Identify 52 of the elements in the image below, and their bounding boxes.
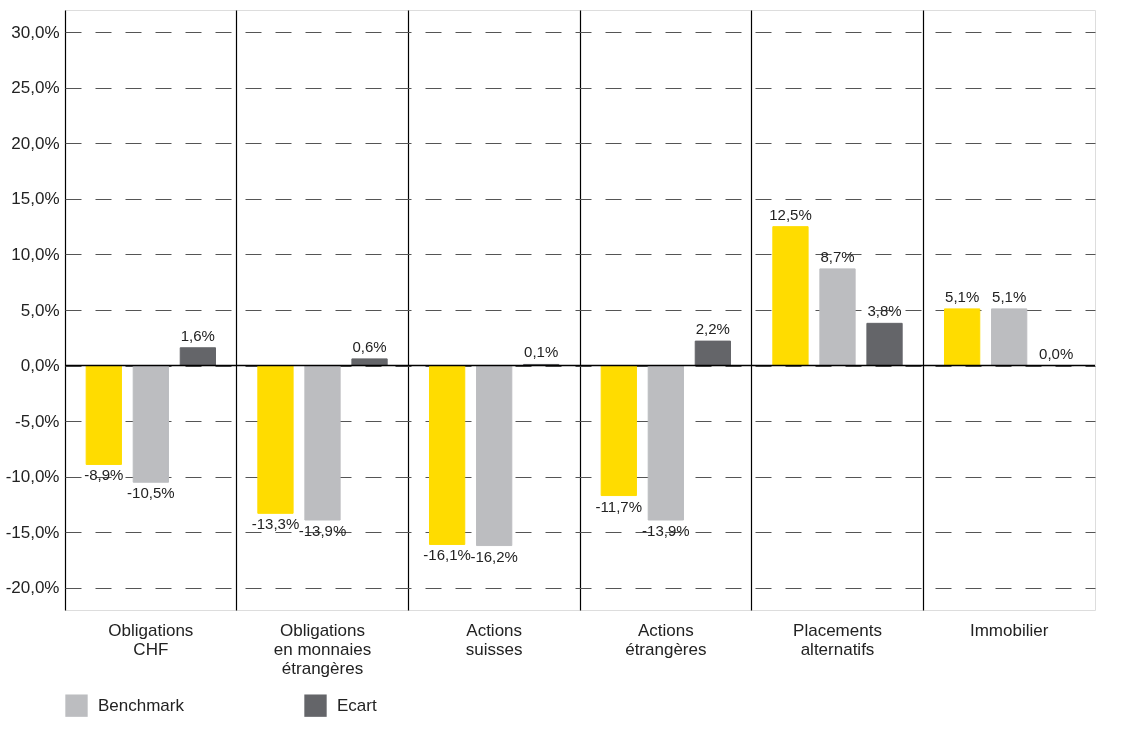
bar	[429, 365, 466, 545]
bar	[179, 347, 216, 367]
y-tick-label: 30,0%	[11, 22, 60, 42]
y-tick-label: -20,0%	[5, 578, 60, 598]
bar	[819, 268, 856, 367]
bar	[694, 340, 731, 367]
y-tick-label: 20,0%	[11, 133, 60, 153]
y-tick-label: 25,0%	[11, 78, 60, 98]
data-label: 0,1%	[524, 343, 559, 361]
y-tick-label: 15,0%	[11, 189, 60, 209]
x-tick-label: Obligations en monnaies étrangères	[273, 620, 372, 678]
y-tick-label: -15,0%	[5, 522, 60, 542]
data-label: 1,6%	[180, 326, 215, 344]
y-tick-label: 0,0%	[20, 356, 60, 376]
y-tick-label: 10,0%	[11, 244, 60, 264]
data-label: -16,1%	[423, 546, 471, 564]
data-label: -16,2%	[470, 547, 518, 565]
data-label: -13,9%	[642, 522, 690, 539]
bar	[257, 365, 294, 514]
bar	[304, 365, 341, 521]
bar	[866, 322, 903, 367]
bar	[772, 226, 809, 367]
data-label: 0,0%	[1039, 344, 1074, 362]
data-label: 8,7%	[820, 247, 855, 265]
legend-label: Benchmark	[98, 695, 185, 715]
x-tick-label: Immobilier	[969, 620, 1049, 640]
data-label: 0,6%	[352, 337, 387, 355]
bar	[476, 365, 513, 547]
x-tick-label: Actions suisses	[465, 620, 523, 659]
x-tick-label: Obligations CHF	[108, 620, 194, 659]
x-tick-label: Placements alternatifs	[793, 620, 882, 659]
data-label: -11,7%	[595, 497, 643, 515]
bar	[85, 365, 122, 465]
y-tick-label: -10,0%	[5, 467, 60, 487]
bar	[647, 365, 684, 521]
y-tick-label: 5,0%	[20, 300, 60, 320]
data-label: -8,9%	[84, 466, 124, 484]
bar	[600, 365, 637, 497]
data-label: -13,9%	[298, 522, 347, 539]
data-label: -13,3%	[251, 515, 300, 533]
data-label: 5,1%	[992, 287, 1027, 305]
x-tick-label: Actions étrangères	[625, 620, 707, 659]
data-label: 3,8%	[867, 302, 902, 320]
bar	[944, 308, 981, 367]
bar	[132, 365, 169, 483]
data-label: 5,1%	[945, 287, 980, 305]
legend-label: Ecart	[337, 695, 377, 715]
bar	[991, 308, 1028, 367]
data-label: 12,5%	[769, 205, 812, 223]
data-label: -10,5%	[127, 484, 175, 502]
y-tick-label: -5,0%	[15, 411, 60, 431]
data-label: 2,2%	[695, 320, 730, 338]
